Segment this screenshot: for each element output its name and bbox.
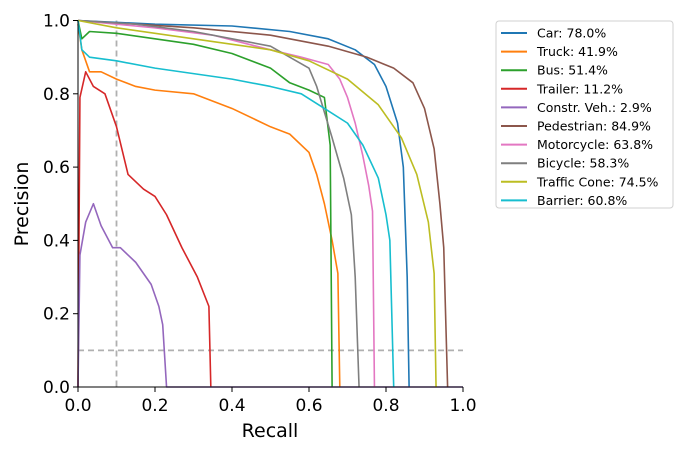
x-axis-label: Recall [242,420,299,442]
series-line-1 [77,24,341,388]
legend-label: Traffic Cone: 74.5% [536,174,659,189]
x-tick-label: 0.8 [372,396,399,416]
legend-label: Motorcycle: 63.8% [537,137,653,152]
x-tick-label: 0.2 [141,396,168,416]
series-line-7 [77,19,360,388]
x-tick-label: 0.0 [64,396,91,416]
series-line-8 [77,19,437,388]
series-line-2 [77,20,333,388]
legend-label: Bicycle: 58.3% [537,156,629,171]
axes: 0.0 0.2 0.4 0.6 0.8 1.0 0.0 0.2 0.4 0.6 0.8 1.0 [43,12,477,417]
legend-label: Pedestrian: 84.9% [537,119,651,134]
legend-label: Truck: 41.9% [536,44,618,59]
series-line-0 [77,19,410,388]
y-axis-label: Precision [11,162,33,247]
x-tick-label: 0.4 [218,396,245,416]
y-tick-label: 0.4 [43,231,70,251]
series-lines [77,19,463,388]
legend-label: Bus: 51.4% [537,63,608,78]
x-tick-label: 1.0 [449,396,476,416]
legend-label: Trailer: 11.2% [536,81,623,96]
legend-label: Constr. Veh.: 2.9% [537,100,652,115]
y-tick-label: 0.2 [43,305,70,325]
series-line-9 [77,20,395,388]
series-line-5 [77,19,449,388]
reference-lines [78,20,463,387]
series-line-3 [77,71,212,388]
legend-label: Barrier: 60.8% [537,193,627,208]
y-tick-label: 1.0 [43,12,70,32]
y-tick-label: 0.0 [43,378,70,398]
y-tick-label: 0.6 [43,158,70,178]
legend-label: Car: 78.0% [537,26,606,41]
x-tick-label: 0.6 [295,396,322,416]
y-tick-label: 0.8 [43,85,70,105]
series-line-4 [77,202,463,388]
legend: Car: 78.0% Truck: 41.9% Bus: 51.4% Trailer:… [495,20,674,209]
legend-box [495,20,674,209]
